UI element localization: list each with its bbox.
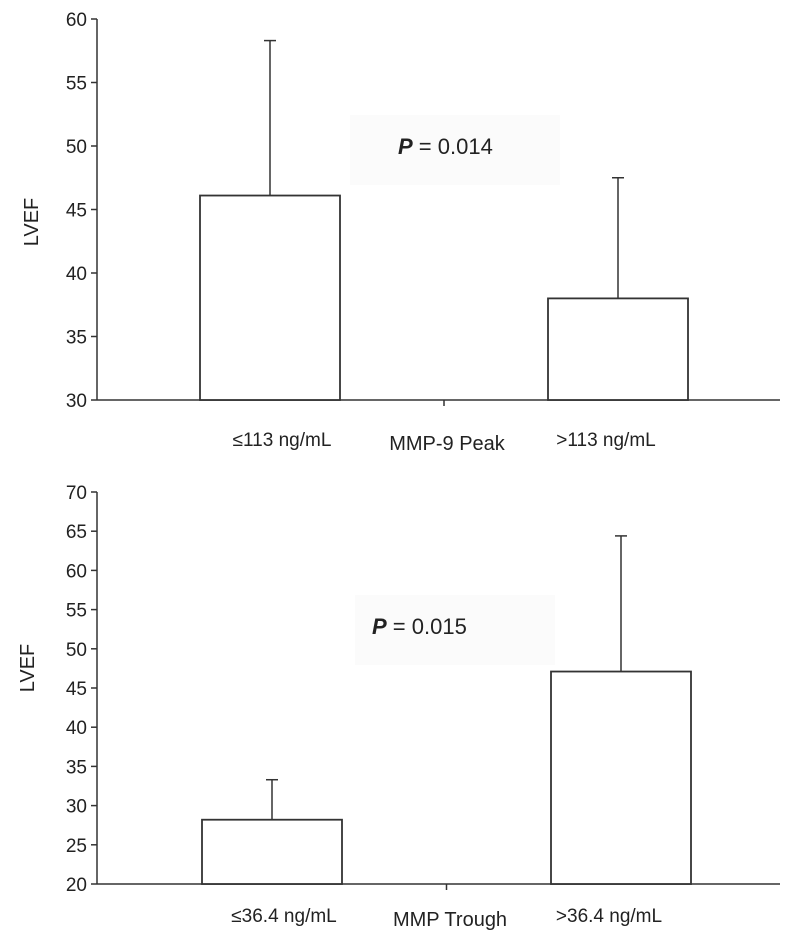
y-tick-label: 25 (66, 836, 87, 857)
y-tick-label: 30 (66, 797, 87, 818)
y-tick-label: 50 (66, 640, 87, 661)
y-tick-label: 55 (66, 74, 87, 95)
y-tick-label: 45 (66, 201, 87, 222)
y-tick-label: 30 (66, 391, 87, 412)
p-value-annotation: P = 0.015 (372, 614, 467, 639)
p-value-annotation: P = 0.014 (398, 134, 493, 159)
y-tick-label: 55 (66, 601, 87, 622)
y-tick-label: 45 (66, 679, 87, 700)
y-axis-title: LVEF (21, 198, 43, 247)
y-axis-title: LVEF (17, 644, 39, 693)
y-tick-label: 40 (66, 718, 87, 739)
x-axis-title: MMP-9 Peak (389, 433, 506, 455)
chart-panel-bottom: 20 25 30 35 40 45 50 55 60 65 70 ≤36.4 ng/mL >36.4 n… (17, 483, 780, 931)
bar (547, 297, 689, 401)
y-tick-label: 35 (66, 757, 87, 778)
y-tick-label: 50 (66, 137, 87, 158)
category-label: ≤113 ng/mL (233, 430, 332, 451)
category-label: ≤36.4 ng/mL (231, 906, 337, 927)
chart-panel-top: 30 35 40 45 50 55 60 ≤113 ng/mL >113 ng/mL MMP-9 … (21, 10, 780, 455)
bar (550, 670, 692, 885)
y-tick-label: 70 (66, 483, 87, 504)
category-label: >113 ng/mL (556, 430, 655, 451)
bar (201, 818, 343, 885)
x-axis-title: MMP Trough (393, 909, 507, 931)
p-value-box (355, 595, 555, 665)
bar (199, 194, 341, 401)
y-tick-label: 35 (66, 328, 87, 349)
y-tick-label: 20 (66, 875, 87, 896)
category-label: >36.4 ng/mL (556, 906, 662, 927)
y-tick-label: 60 (66, 561, 87, 582)
p-value-box (350, 115, 560, 185)
y-tick-label: 60 (66, 10, 87, 31)
y-tick-label: 40 (66, 264, 87, 285)
y-tick-label: 65 (66, 522, 87, 543)
